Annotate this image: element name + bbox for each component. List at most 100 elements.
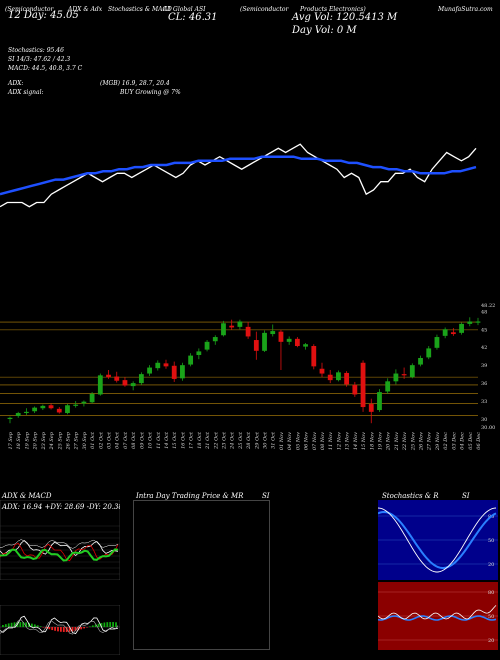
- header-sma: Stochastics & MACD: [108, 6, 172, 13]
- candle-body: [180, 365, 185, 379]
- rsi-tick-label: 50: [488, 614, 494, 620]
- adx-extra-line: [0, 539, 119, 549]
- adx-panel-values: ADX: 16.94 +DY: 28.69 -DY: 20.38: [1, 503, 120, 511]
- macd-histogram-bar: [103, 622, 106, 627]
- adx-values: (MGB) 16.9, 28.7, 20.4: [100, 80, 170, 87]
- date-label: 03 Oct: [107, 431, 113, 449]
- macd-histogram-bar: [22, 622, 25, 627]
- candle-body: [360, 362, 366, 408]
- candle-body: [155, 362, 161, 369]
- macd-histogram-bar: [25, 622, 27, 627]
- candle-body: [253, 340, 259, 351]
- macd-panel: [0, 605, 120, 655]
- candle-body: [138, 374, 144, 384]
- candle-body: [336, 372, 341, 381]
- macd-histogram-bar: [57, 627, 59, 632]
- stoch-tick-label: 20: [488, 562, 494, 568]
- date-label: 24 Oct: [230, 431, 236, 450]
- price-tick-label: 39: [481, 363, 487, 369]
- macd-histogram-bar: [13, 622, 16, 627]
- date-label: 30 Oct: [263, 431, 269, 449]
- candle-body: [442, 329, 448, 336]
- adx-panel-title: ADX & MACD: [2, 492, 52, 500]
- candle-body: [40, 405, 46, 409]
- date-label: 08 Oct: [131, 431, 137, 449]
- date-label: 26 Nov: [419, 432, 425, 451]
- date-label: 05 Nov: [295, 432, 301, 450]
- date-label: 26 Sep: [65, 431, 71, 450]
- date-label: 24 Sep: [49, 431, 55, 450]
- candle-body: [385, 381, 391, 392]
- date-label: 19 Nov: [377, 432, 383, 450]
- macd-histogram-bar: [62, 627, 65, 632]
- date-label: 17 Oct: [189, 431, 195, 449]
- macd-histogram-bar: [42, 627, 45, 628]
- candle-body: [409, 365, 415, 378]
- price-tick-label: 33: [481, 399, 487, 405]
- macd-histogram-bar: [10, 622, 13, 627]
- date-label: 01 Nov: [279, 432, 285, 450]
- buy-signal: BUY Growing @ 7%: [120, 89, 181, 96]
- macd-histogram-bar: [7, 623, 10, 627]
- date-label: 06 Dec: [476, 432, 482, 450]
- rsi-line: [378, 605, 497, 620]
- candle-body: [467, 321, 473, 324]
- header-title-1: (Semiconductor: [5, 6, 54, 13]
- candle-body: [327, 374, 333, 381]
- date-label: 02 Oct: [98, 431, 104, 449]
- intraday-panel-title: Intra Day Trading Price & MR: [136, 492, 244, 500]
- date-label: 14 Nov: [353, 432, 359, 450]
- macd-histogram-bar: [2, 625, 4, 627]
- candle-body: [262, 332, 267, 351]
- candle-body: [311, 346, 317, 367]
- date-label: 15 Oct: [172, 431, 178, 449]
- macd-histogram-bar: [19, 622, 22, 627]
- macd-histogram-bar: [80, 627, 83, 630]
- candle-body: [7, 417, 13, 420]
- date-label: 27 Nov: [427, 432, 433, 451]
- date-label: 15 Nov: [361, 432, 367, 450]
- macd-histogram-bar: [97, 623, 100, 627]
- date-label: 25 Oct: [238, 431, 244, 450]
- date-label: 16 Oct: [180, 431, 186, 449]
- candle-body: [368, 404, 374, 412]
- macd-histogram-bar: [65, 627, 68, 632]
- date-label: 22 Nov: [402, 432, 408, 451]
- macd-histogram-bar: [45, 627, 48, 629]
- macd-histogram-bar: [36, 625, 39, 627]
- candle-body: [352, 384, 358, 395]
- candle-body: [81, 401, 87, 404]
- header-sector: (Semiconductor: [240, 6, 289, 13]
- date-label: 07 Oct: [123, 431, 129, 449]
- date-label: 03 Dec: [451, 432, 457, 450]
- adx-panel: ADX: 16.94 +DY: 28.69 -DY: 20.38: [0, 500, 120, 580]
- date-label: 20 Nov: [386, 432, 392, 451]
- date-label: 31 Oct: [271, 431, 277, 449]
- si-stat: SI 14/3: 47.62 / 42.3: [8, 56, 71, 63]
- candle-body: [450, 332, 456, 335]
- date-label: 22 Oct: [213, 431, 219, 450]
- macd-histogram-bar: [83, 627, 85, 629]
- date-label: 06 Nov: [304, 432, 310, 450]
- date-label: 07 Nov: [312, 432, 318, 450]
- intraday-si-label: SI: [262, 492, 270, 500]
- price-tick-label: 45: [481, 327, 487, 333]
- macd-histogram-bar: [115, 622, 117, 627]
- date-label: 25 Nov: [410, 432, 416, 451]
- rsi-signal-line: [378, 615, 497, 621]
- candle-body: [196, 351, 202, 355]
- macd-histogram-bar: [31, 623, 33, 627]
- date-label: 08 Nov: [320, 432, 326, 450]
- candle-body: [344, 372, 350, 385]
- date-label: 27 Sep: [74, 431, 80, 450]
- adx-signal-label: ADX signal:: [8, 89, 44, 96]
- date-label: 18 Sep: [16, 431, 22, 449]
- date-label: 30 Sep: [82, 431, 88, 449]
- date-label: 04 Nov: [287, 432, 293, 450]
- header-ticker-strip: ADX & Adx: [8, 6, 102, 13]
- candle-body: [319, 368, 325, 374]
- candle-body: [418, 357, 423, 365]
- date-label: 25 Sep: [57, 431, 63, 450]
- candle-body: [163, 363, 169, 367]
- macd-histogram-bar: [71, 627, 74, 632]
